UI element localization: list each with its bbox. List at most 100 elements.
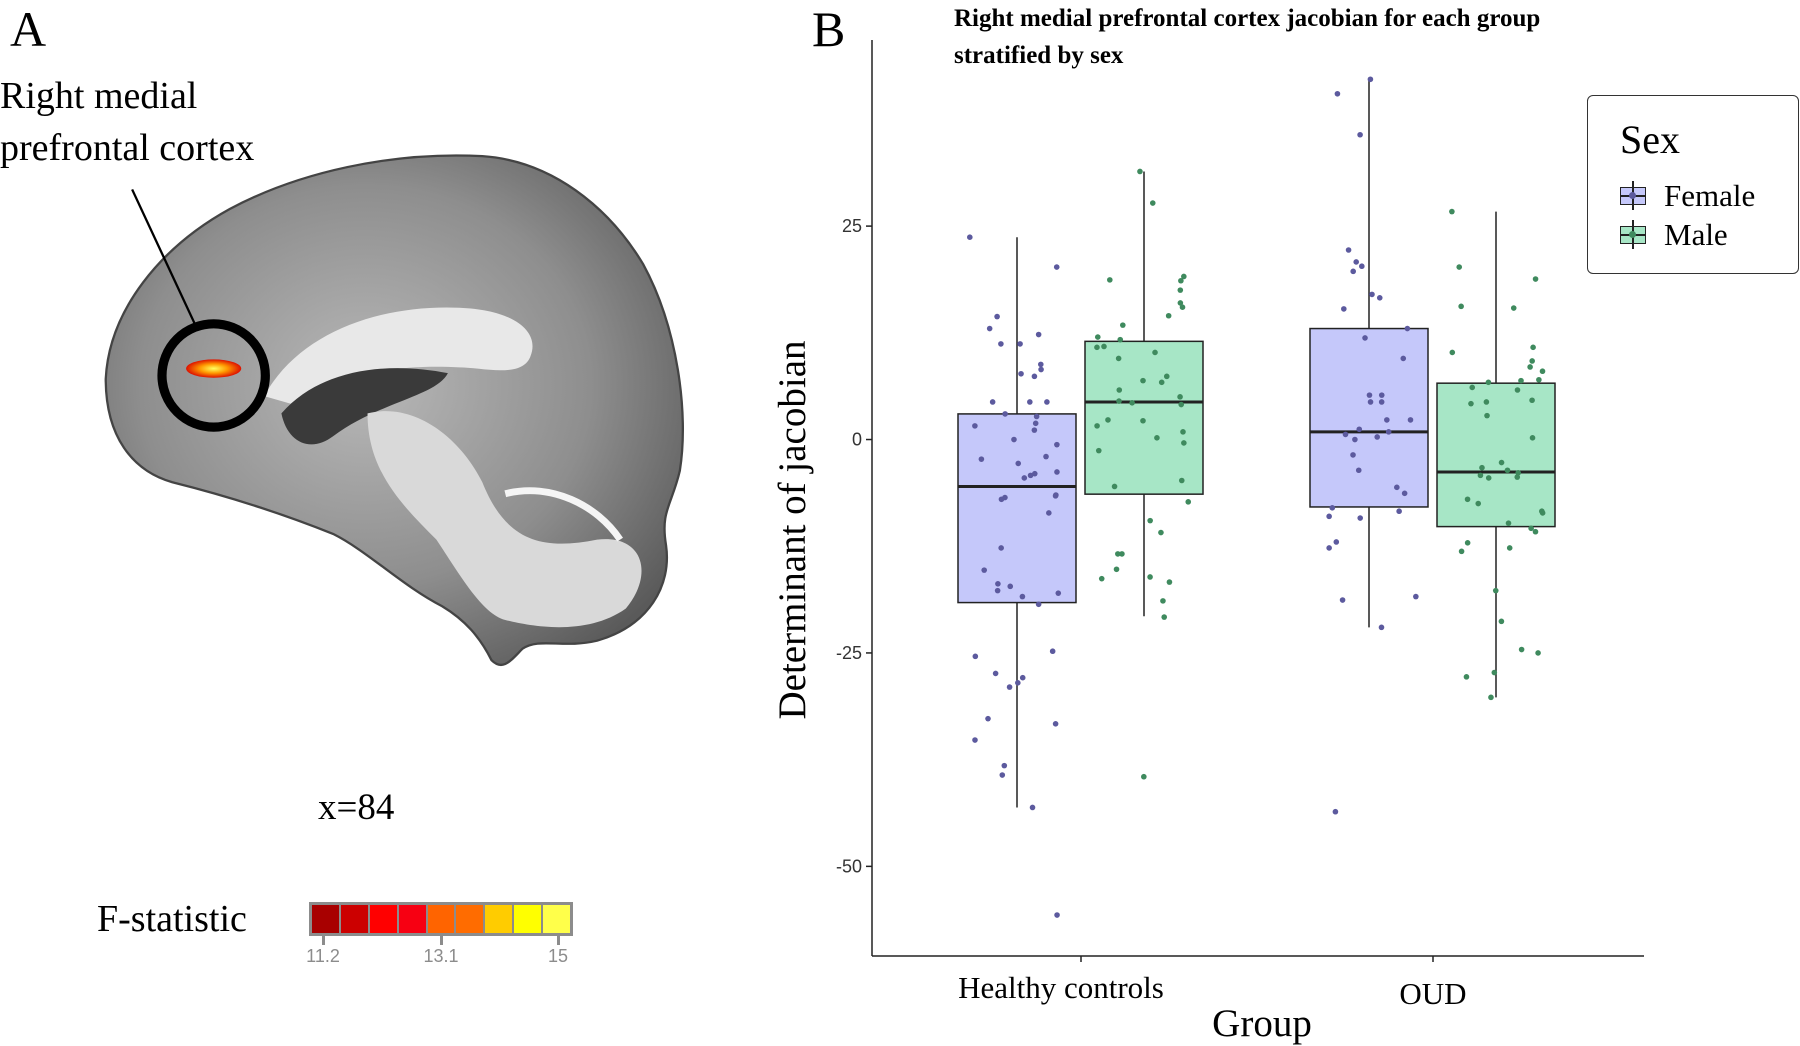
brain-outline [104,154,684,667]
data-point [1181,273,1187,280]
data-point [1518,377,1524,384]
data-point [995,580,1001,587]
data-point [1178,477,1185,484]
data-point [1095,447,1102,454]
data-point [1178,277,1184,284]
data-point [1032,420,1039,427]
colorbar-cell [543,905,571,933]
box-female [957,413,1077,604]
data-point [1529,397,1535,404]
data-point [1129,400,1135,406]
data-point [1165,312,1172,319]
data-point [1052,493,1059,499]
data-point [1101,343,1107,350]
x-tick-label: Healthy controls [958,970,1164,1005]
data-point [1469,384,1476,391]
legend-key-female [1620,181,1646,210]
data-point [1539,368,1546,375]
data-point [1449,349,1456,356]
data-point [1367,399,1374,405]
data-point [1043,453,1049,460]
data-point [1046,510,1052,516]
data-point [1177,287,1184,293]
data-point [1141,773,1147,780]
data-point [1178,401,1185,408]
colorbar-cell [456,905,484,933]
data-point [1532,276,1539,282]
data-point [1475,500,1482,507]
data-point [1505,520,1512,526]
data-point [1035,331,1042,338]
data-point [1181,440,1187,446]
data-point [1352,436,1358,443]
data-point [1356,426,1363,433]
data-point [1140,417,1146,424]
colorbar-tick [322,936,325,945]
data-point [1458,303,1464,310]
data-point [972,737,978,743]
data-point [1350,452,1356,458]
data-point [972,653,979,660]
y-tick-label: 25 [842,216,862,236]
data-point [1353,259,1360,265]
data-point [1017,341,1023,347]
cerebellum-folia [504,487,623,542]
data-point [1350,268,1356,275]
data-point [1158,379,1165,386]
data-point [1477,472,1484,479]
data-point [1527,364,1533,370]
panel-a-letter: A [10,1,47,57]
data-point [1137,168,1143,175]
box-female [1309,327,1429,508]
brain-sagittal-image [104,154,684,667]
data-point [1054,441,1060,448]
data-point [1333,539,1340,545]
data-point [1376,295,1383,301]
data-point [967,234,973,241]
data-point [1498,459,1505,466]
data-point [1492,587,1499,594]
slice-coordinate: x=84 [318,787,395,828]
data-point [1029,804,1036,811]
legend-item-male: Male [1620,217,1728,252]
data-point [1113,566,1120,573]
colorbar-cell [312,905,339,933]
y-tick-label: -50 [836,856,862,876]
data-point [1094,344,1100,351]
legend-item-female: Female [1620,178,1755,213]
data-point [1532,528,1539,535]
y-tick-label: -25 [836,643,862,663]
data-point [1413,593,1419,600]
data-point [1180,429,1186,435]
data-point [1055,590,1062,596]
data-point [989,399,996,405]
data-point [1053,264,1060,270]
colorbar-tick-label: 13.1 [423,946,459,966]
data-point [1094,423,1100,429]
data-point [1345,247,1352,253]
data-point [1384,417,1390,423]
data-point [1488,694,1494,701]
data-point [1485,475,1492,481]
data-point [1031,427,1038,433]
data-point [1401,490,1408,497]
data-point [1031,470,1038,477]
data-point [1479,464,1485,471]
data-point [1334,90,1341,97]
data-point [1177,394,1183,400]
data-point [1027,399,1033,405]
colorbar-label: F-statistic [97,898,247,940]
data-point [1098,575,1105,582]
data-point [1152,349,1158,356]
data-point [1326,545,1332,551]
data-point [1140,377,1146,384]
data-point [1015,460,1022,467]
data-point [1147,517,1153,524]
data-point [1119,322,1126,328]
data-point [1339,597,1346,603]
data-point [999,772,1006,778]
data-point [1449,208,1455,215]
colorbar-cell [514,905,542,933]
data-point [1355,467,1362,474]
